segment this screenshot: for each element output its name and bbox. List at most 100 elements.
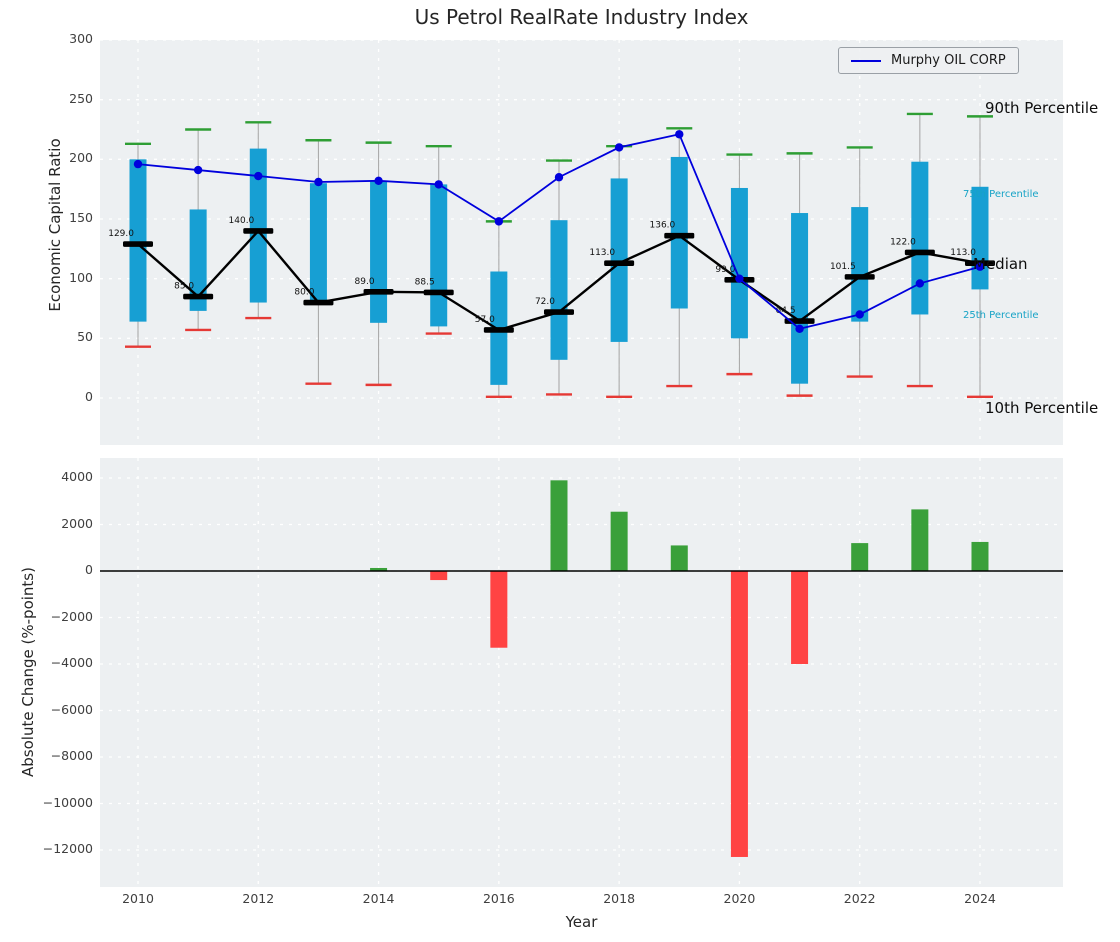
x-tick-2022: 2022 — [843, 891, 876, 906]
bottom-y-tick--10000: −10000 — [42, 794, 93, 810]
iqr-box-2021 — [791, 213, 809, 384]
top-y-tick-300: 300 — [69, 31, 93, 46]
median-label-2014: 89.0 — [355, 277, 375, 287]
iqr-box-2015 — [430, 184, 448, 327]
median-marker-2016 — [483, 327, 514, 333]
bottom-y-tick--12000: −12000 — [42, 841, 93, 856]
median-label-2011: 85.0 — [174, 282, 194, 292]
median-marker-2018 — [604, 260, 635, 266]
change-bar-2014 — [370, 567, 388, 571]
top-y-tick-100: 100 — [69, 269, 93, 285]
x-tick-2016: 2016 — [482, 891, 515, 906]
median-label-2018: 113.0 — [589, 248, 615, 258]
top-chart-svg: 129.0 85.0 140.0 80.0 89.0 88.5 57.0 72.0 113.0 1… — [100, 40, 1063, 445]
x-tick-2010: 2010 — [122, 891, 154, 906]
murphy-marker-2016 — [494, 217, 504, 226]
annotation-median: Median — [973, 255, 1028, 273]
iqr-box-2012 — [249, 148, 267, 303]
median-marker-2013 — [303, 299, 334, 306]
median-marker-2012 — [243, 228, 274, 234]
top-chart-panel: 129.0 85.0 140.0 80.0 89.0 88.5 57.0 72.0 113.0 1… — [100, 40, 1063, 445]
bottom-y-tick--8000: −8000 — [50, 748, 93, 763]
legend-line-icon — [851, 59, 881, 62]
median-label-2019: 136.0 — [650, 221, 676, 231]
bottom-y-tick--2000: −2000 — [50, 608, 93, 624]
median-label-2013: 80.0 — [294, 288, 314, 298]
median-marker-2011 — [183, 293, 214, 300]
legend-series-label: Murphy OIL CORP — [891, 53, 1006, 68]
change-bar-2019 — [670, 545, 688, 571]
murphy-marker-2015 — [434, 180, 443, 189]
median-label-2023: 122.0 — [890, 237, 916, 247]
murphy-marker-2014 — [374, 176, 383, 186]
bottom-y-tick-4000: 4000 — [61, 469, 93, 484]
median-marker-2019 — [664, 232, 695, 239]
median-label-2024: 113.0 — [950, 248, 976, 258]
iqr-box-2018 — [610, 178, 628, 342]
top-y-tick-250: 250 — [69, 90, 93, 106]
change-bar-2023 — [911, 509, 929, 571]
iqr-box-2024 — [971, 186, 989, 290]
median-label-2010: 129.0 — [108, 229, 134, 239]
median-marker-2017 — [543, 309, 574, 315]
bottom-y-tick--6000: −6000 — [50, 701, 93, 717]
bottom-y-tick-0: 0 — [85, 562, 93, 577]
median-label-2021: 64.5 — [776, 306, 796, 316]
murphy-marker-2022 — [855, 310, 864, 319]
bottom-y-tick--4000: −4000 — [50, 655, 93, 670]
change-bar-2022 — [851, 543, 869, 571]
top-y-tick-0: 0 — [85, 389, 93, 404]
bottom-y-tick-2000: 2000 — [61, 515, 93, 531]
iqr-box-2020 — [730, 187, 748, 339]
median-marker-2010 — [123, 241, 153, 247]
chart-title: Us Petrol RealRate Industry Index — [414, 5, 749, 29]
murphy-marker-2010 — [133, 159, 143, 169]
iqr-box-2019 — [670, 156, 688, 309]
top-y-tick-150: 150 — [69, 210, 93, 225]
median-marker-2022 — [844, 274, 875, 280]
murphy-marker-2013 — [314, 177, 323, 187]
change-bar-2020 — [730, 571, 748, 857]
median-marker-2014 — [363, 288, 394, 295]
median-marker-2015 — [423, 289, 454, 296]
change-bar-2018 — [610, 511, 628, 571]
iqr-box-2023 — [911, 161, 929, 315]
median-label-2012: 140.0 — [229, 216, 255, 226]
change-bar-2024 — [971, 541, 989, 571]
murphy-marker-2019 — [675, 130, 684, 139]
annotation-90th-percentile: 90th Percentile — [985, 99, 1099, 117]
murphy-marker-2018 — [614, 143, 624, 152]
annotation-75th-percentile: 75th Percentile — [963, 189, 1039, 200]
bottom-chart-panel — [100, 458, 1063, 887]
change-bar-2017 — [550, 480, 568, 571]
median-label-2016: 57.0 — [475, 315, 495, 325]
iqr-box-2014 — [370, 180, 388, 323]
annotation-25th-percentile: 25th Percentile — [963, 310, 1039, 321]
murphy-marker-2023 — [915, 279, 925, 288]
annotation-10th-percentile: 10th Percentile — [985, 399, 1099, 417]
murphy-marker-2021 — [795, 324, 804, 333]
iqr-box-2017 — [550, 220, 568, 360]
bottom-chart-svg — [100, 458, 1063, 887]
change-bar-2015 — [430, 571, 448, 581]
murphy-marker-2020 — [735, 274, 744, 283]
iqr-box-2022 — [851, 207, 869, 322]
x-tick-2020: 2020 — [723, 891, 756, 906]
x-axis-label: Year — [565, 913, 598, 931]
median-marker-2023 — [904, 249, 935, 256]
iqr-box-2010 — [129, 159, 147, 322]
iqr-box-2013 — [309, 183, 327, 305]
x-tick-2014: 2014 — [362, 891, 395, 906]
change-bar-2021 — [791, 571, 809, 664]
median-label-2022: 101.5 — [830, 262, 856, 272]
change-bar-2016 — [490, 571, 508, 648]
median-label-2017: 72.0 — [535, 297, 555, 307]
x-tick-2012: 2012 — [242, 891, 275, 906]
x-tick-2018: 2018 — [603, 891, 636, 906]
top-y-tick-50: 50 — [77, 329, 93, 345]
murphy-marker-2024 — [975, 262, 985, 271]
murphy-marker-2017 — [554, 173, 564, 182]
murphy-marker-2011 — [193, 165, 203, 175]
legend: Murphy OIL CORP — [838, 47, 1019, 74]
